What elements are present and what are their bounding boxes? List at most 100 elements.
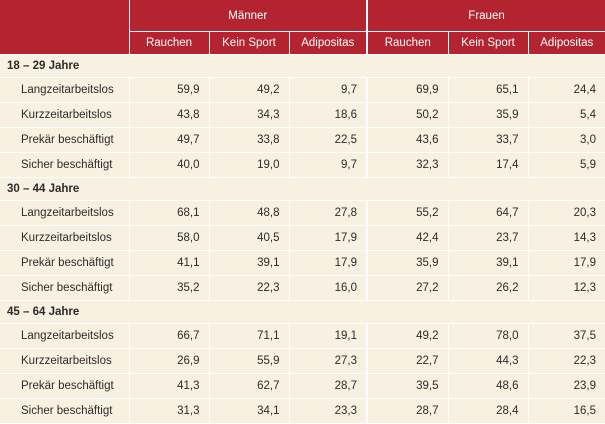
section-header-row: 18 – 29 Jahre xyxy=(0,54,605,78)
percentage-cell: 22,5 xyxy=(288,127,367,153)
percentage-cell: 39,1 xyxy=(447,250,528,276)
percentage-cell: 26,9 xyxy=(128,348,209,374)
percentage-cell: 5,4 xyxy=(527,102,605,128)
table-row: Prekär beschäftigt 49,7 33,8 22,5 43,6 33,7 3,… xyxy=(0,127,605,153)
percentage-cell: 24,4 xyxy=(527,77,605,103)
percentage-cell: 28,7 xyxy=(288,373,367,399)
percentage-cell: 33,8 xyxy=(208,127,289,153)
percentage-cell: 35,2 xyxy=(128,275,209,301)
percentage-cell: 49,2 xyxy=(208,77,289,103)
percentage-cell: 78,0 xyxy=(447,323,528,349)
percentage-cell: 64,7 xyxy=(447,200,528,226)
column-header: Rauchen xyxy=(128,31,209,55)
percentage-cell: 39,5 xyxy=(366,373,448,399)
percentage-cell: 28,7 xyxy=(366,398,448,424)
percentage-cell: 44,3 xyxy=(447,348,528,374)
table-row: Langzeitarbeitslos 68,1 48,8 27,8 55,2 64,7 20… xyxy=(0,200,605,226)
percentage-cell: 23,7 xyxy=(447,225,528,251)
percentage-cell: 65,1 xyxy=(447,77,528,103)
percentage-cell: 31,3 xyxy=(128,398,209,424)
percentage-cell: 40,5 xyxy=(208,225,289,251)
table-row: Langzeitarbeitslos 66,7 71,1 19,1 49,2 78,0 37… xyxy=(0,323,605,349)
age-group-title: 30 – 44 Jahre xyxy=(0,177,605,201)
percentage-cell: 28,4 xyxy=(447,398,528,424)
percentage-cell: 71,1 xyxy=(208,323,289,349)
employment-status-label: Langzeitarbeitslos xyxy=(0,323,129,349)
age-group-title: 18 – 29 Jahre xyxy=(0,54,605,78)
column-header-row: Rauchen Kein Sport Adipositas Rauchen Ke… xyxy=(0,31,605,55)
section-header-row: 30 – 44 Jahre xyxy=(0,177,605,201)
percentage-cell: 9,7 xyxy=(288,77,367,103)
percentage-cell: 12,3 xyxy=(527,275,605,301)
percentage-cell: 41,3 xyxy=(128,373,209,399)
percentage-cell: 40,0 xyxy=(128,152,209,178)
percentage-cell: 34,3 xyxy=(208,102,289,128)
column-header: Rauchen xyxy=(366,31,448,55)
percentage-cell: 5,9 xyxy=(527,152,605,178)
group-header-row: Männer Frauen xyxy=(0,0,605,55)
percentage-cell: 23,9 xyxy=(527,373,605,399)
table-body: 18 – 29 Jahre Langzeitarbeitslos 59,9 49,2 9… xyxy=(0,54,605,424)
percentage-cell: 49,2 xyxy=(366,323,448,349)
percentage-cell: 3,0 xyxy=(527,127,605,153)
percentage-cell: 39,1 xyxy=(208,250,289,276)
percentage-cell: 17,9 xyxy=(288,225,367,251)
percentage-cell: 59,9 xyxy=(128,77,209,103)
percentage-cell: 18,6 xyxy=(288,102,367,128)
table-row: Kurzzeitarbeitslos 58,0 40,5 17,9 42,4 23,7 14… xyxy=(0,225,605,251)
employment-status-label: Sicher beschäftigt xyxy=(0,152,129,178)
percentage-cell: 16,0 xyxy=(288,275,367,301)
table-row: Sicher beschäftigt 40,0 19,0 9,7 32,3 17,4 5,9 xyxy=(0,152,605,178)
section-header-row: 45 – 64 Jahre xyxy=(0,300,605,324)
percentage-cell: 37,5 xyxy=(527,323,605,349)
percentage-cell: 23,3 xyxy=(288,398,367,424)
employment-status-label: Langzeitarbeitslos xyxy=(0,200,129,226)
column-header: Adipositas xyxy=(288,31,367,55)
percentage-cell: 34,1 xyxy=(208,398,289,424)
group-header-maenner: Männer xyxy=(128,0,367,32)
percentage-cell: 58,0 xyxy=(128,225,209,251)
percentage-cell: 19,1 xyxy=(288,323,367,349)
percentage-cell: 17,9 xyxy=(527,250,605,276)
percentage-cell: 20,3 xyxy=(527,200,605,226)
table-row: Kurzzeitarbeitslos 26,9 55,9 27,3 22,7 44,3 22… xyxy=(0,348,605,374)
percentage-cell: 22,7 xyxy=(366,348,448,374)
percentage-cell: 27,8 xyxy=(288,200,367,226)
group-header-frauen: Frauen xyxy=(365,0,605,32)
percentage-cell: 48,8 xyxy=(208,200,289,226)
table-row: Langzeitarbeitslos 59,9 49,2 9,7 69,9 65,1 24,… xyxy=(0,77,605,103)
employment-status-label: Prekär beschäftigt xyxy=(0,373,129,399)
percentage-cell: 43,8 xyxy=(128,102,209,128)
percentage-cell: 16,5 xyxy=(527,398,605,424)
employment-status-label: Sicher beschäftigt xyxy=(0,398,129,424)
percentage-cell: 68,1 xyxy=(128,200,209,226)
table-row: Prekär beschäftigt 41,1 39,1 17,9 35,9 39,1 17… xyxy=(0,250,605,276)
table-row: Sicher beschäftigt 35,2 22,3 16,0 27,2 26,2 12… xyxy=(0,275,605,301)
percentage-cell: 19,0 xyxy=(208,152,289,178)
percentage-cell: 35,9 xyxy=(447,102,528,128)
percentage-cell: 49,7 xyxy=(128,127,209,153)
percentage-cell: 55,9 xyxy=(208,348,289,374)
percentage-cell: 9,7 xyxy=(288,152,367,178)
table-row: Sicher beschäftigt 31,3 34,1 23,3 28,7 28,4 16… xyxy=(0,398,605,424)
employment-status-label: Kurzzeitarbeitslos xyxy=(0,348,129,374)
percentage-cell: 35,9 xyxy=(366,250,448,276)
employment-status-label: Prekär beschäftigt xyxy=(0,127,129,153)
percentage-cell: 66,7 xyxy=(128,323,209,349)
employment-status-label: Langzeitarbeitslos xyxy=(0,77,129,103)
employment-status-label: Kurzzeitarbeitslos xyxy=(0,225,129,251)
percentage-cell: 48,6 xyxy=(447,373,528,399)
age-group-title: 45 – 64 Jahre xyxy=(0,300,605,324)
percentage-cell: 26,2 xyxy=(447,275,528,301)
percentage-cell: 55,2 xyxy=(366,200,448,226)
percentage-cell: 17,9 xyxy=(288,250,367,276)
column-header: Kein Sport xyxy=(208,31,289,55)
percentage-cell: 69,9 xyxy=(366,77,448,103)
percentage-cell: 42,4 xyxy=(366,225,448,251)
column-header: Kein Sport xyxy=(447,31,528,55)
percentage-cell: 17,4 xyxy=(447,152,528,178)
percentage-cell: 33,7 xyxy=(447,127,528,153)
column-header: Adipositas xyxy=(527,31,605,55)
percentage-cell: 43,6 xyxy=(366,127,448,153)
